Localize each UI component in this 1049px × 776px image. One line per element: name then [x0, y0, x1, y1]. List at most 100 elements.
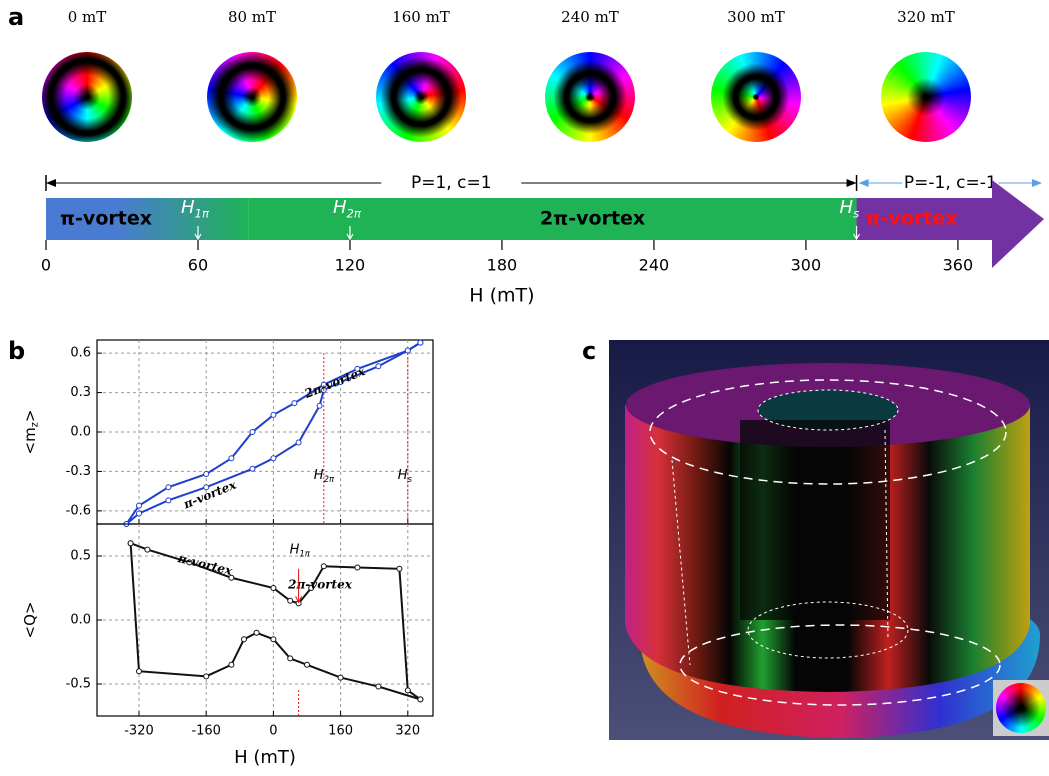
region-label: π-vortex: [60, 208, 152, 230]
snapshot-label: 160 mT: [392, 8, 450, 26]
span-label: P=1, c=1: [411, 173, 492, 193]
data-point: [204, 472, 209, 477]
color-wheel: [993, 680, 1049, 736]
subscript: 1π: [195, 206, 210, 220]
y-tick-label: -0.6: [66, 503, 91, 518]
data-point: [250, 466, 255, 471]
y-tick-label: 0.6: [70, 346, 91, 361]
subscript: 2π: [347, 206, 362, 220]
data-point: [292, 401, 297, 406]
x-tick-label: 120: [335, 256, 366, 275]
symbol: H: [398, 468, 408, 483]
data-point: [376, 364, 381, 369]
snapshot-label: 320 mT: [897, 8, 955, 26]
data-point: [288, 598, 293, 603]
data-point: [137, 669, 142, 674]
vortex-ring: [881, 52, 971, 142]
symbol-end: >: [21, 410, 39, 423]
vortex-ring: [711, 52, 801, 142]
panel-label: a: [8, 3, 24, 31]
panel-label: c: [582, 337, 596, 365]
data-point: [242, 637, 247, 642]
x-tick-label: 360: [943, 256, 974, 275]
vortex-snapshot: [881, 52, 971, 142]
y-tick-label: 0.3: [70, 385, 91, 400]
y-tick-label: -0.3: [66, 464, 91, 479]
panel-label: b: [8, 337, 25, 365]
symbol-label: H1π: [290, 542, 311, 558]
data-point: [250, 430, 255, 435]
symbol-label: <mz>: [21, 410, 41, 455]
data-point: [418, 697, 423, 702]
data-point: [166, 498, 171, 503]
color-wheel-disc: [996, 683, 1046, 733]
data-point: [355, 565, 360, 570]
data-line: [131, 543, 421, 699]
data-point: [305, 662, 310, 667]
vortex-snapshot: [711, 52, 801, 142]
x-tick-label: -320: [124, 724, 154, 739]
symbol: <Q>: [21, 602, 39, 639]
data-point: [166, 485, 171, 490]
subscript: s: [408, 473, 413, 483]
symbol: H: [181, 197, 195, 218]
region-label: 2π-vortex: [287, 578, 353, 592]
vortex-ring: [545, 52, 635, 142]
symbol-label: Hs: [398, 468, 413, 484]
vortex-ring: [207, 52, 297, 142]
symbol: H: [333, 197, 347, 218]
y-tick-label: 0.5: [70, 549, 91, 564]
region-label: π-vortex: [176, 551, 235, 578]
data-point: [128, 541, 133, 546]
data-point: [137, 511, 142, 516]
page: abc0 mT80 mT160 mT240 mT300 mT320 mTP=1,…: [0, 0, 1049, 776]
symbol-label: H2π: [314, 468, 335, 484]
region-label: 2π-vortex: [302, 364, 368, 402]
vortex-snapshot: [376, 52, 466, 142]
vortex-ring: [42, 52, 132, 142]
vortex-ring: [376, 52, 466, 142]
data-point: [271, 637, 276, 642]
x-tick-label: 160: [328, 724, 353, 739]
data-point: [376, 684, 381, 689]
x-tick-label: 320: [395, 724, 420, 739]
data-point: [204, 674, 209, 679]
x-tick-label: 0: [269, 724, 277, 739]
data-point: [271, 412, 276, 417]
x-axis-label: H (mT): [469, 285, 534, 307]
vortex-snapshot: [207, 52, 297, 142]
data-point: [271, 586, 276, 591]
data-point: [338, 675, 343, 680]
x-tick-label: 0: [41, 256, 51, 275]
subscript: s: [853, 206, 859, 220]
data-point: [229, 456, 234, 461]
symbol: H: [314, 468, 324, 483]
cylinder-core-body: [740, 420, 890, 620]
span-label: P=-1, c=-1: [904, 173, 997, 193]
symbol-label: <Q>: [21, 602, 39, 639]
vortex-snapshot: [42, 52, 132, 142]
symbol: H: [290, 542, 300, 557]
data-point: [229, 662, 234, 667]
data-point: [418, 340, 423, 345]
data-point: [321, 564, 326, 569]
symbol: H: [840, 197, 854, 218]
x-tick-label: -160: [191, 724, 221, 739]
x-tick-label: 180: [487, 256, 518, 275]
y-tick-label: 0.0: [70, 425, 91, 440]
snapshot-label: 0 mT: [68, 8, 107, 26]
x-tick-label: 240: [639, 256, 670, 275]
region-label: π-vortex: [181, 477, 239, 511]
x-tick-label: 300: [791, 256, 822, 275]
data-point: [254, 630, 259, 635]
x-axis-label: H (mT): [234, 747, 296, 768]
data-line: [131, 543, 421, 699]
panel-c: [609, 340, 1049, 740]
vortex-snapshot: [545, 52, 635, 142]
y-tick-label: 0.0: [70, 613, 91, 628]
data-point: [317, 403, 322, 408]
region-label: π-vortex: [866, 208, 958, 230]
subscript: 2π: [324, 473, 335, 483]
data-point: [288, 656, 293, 661]
data-point: [137, 503, 142, 508]
